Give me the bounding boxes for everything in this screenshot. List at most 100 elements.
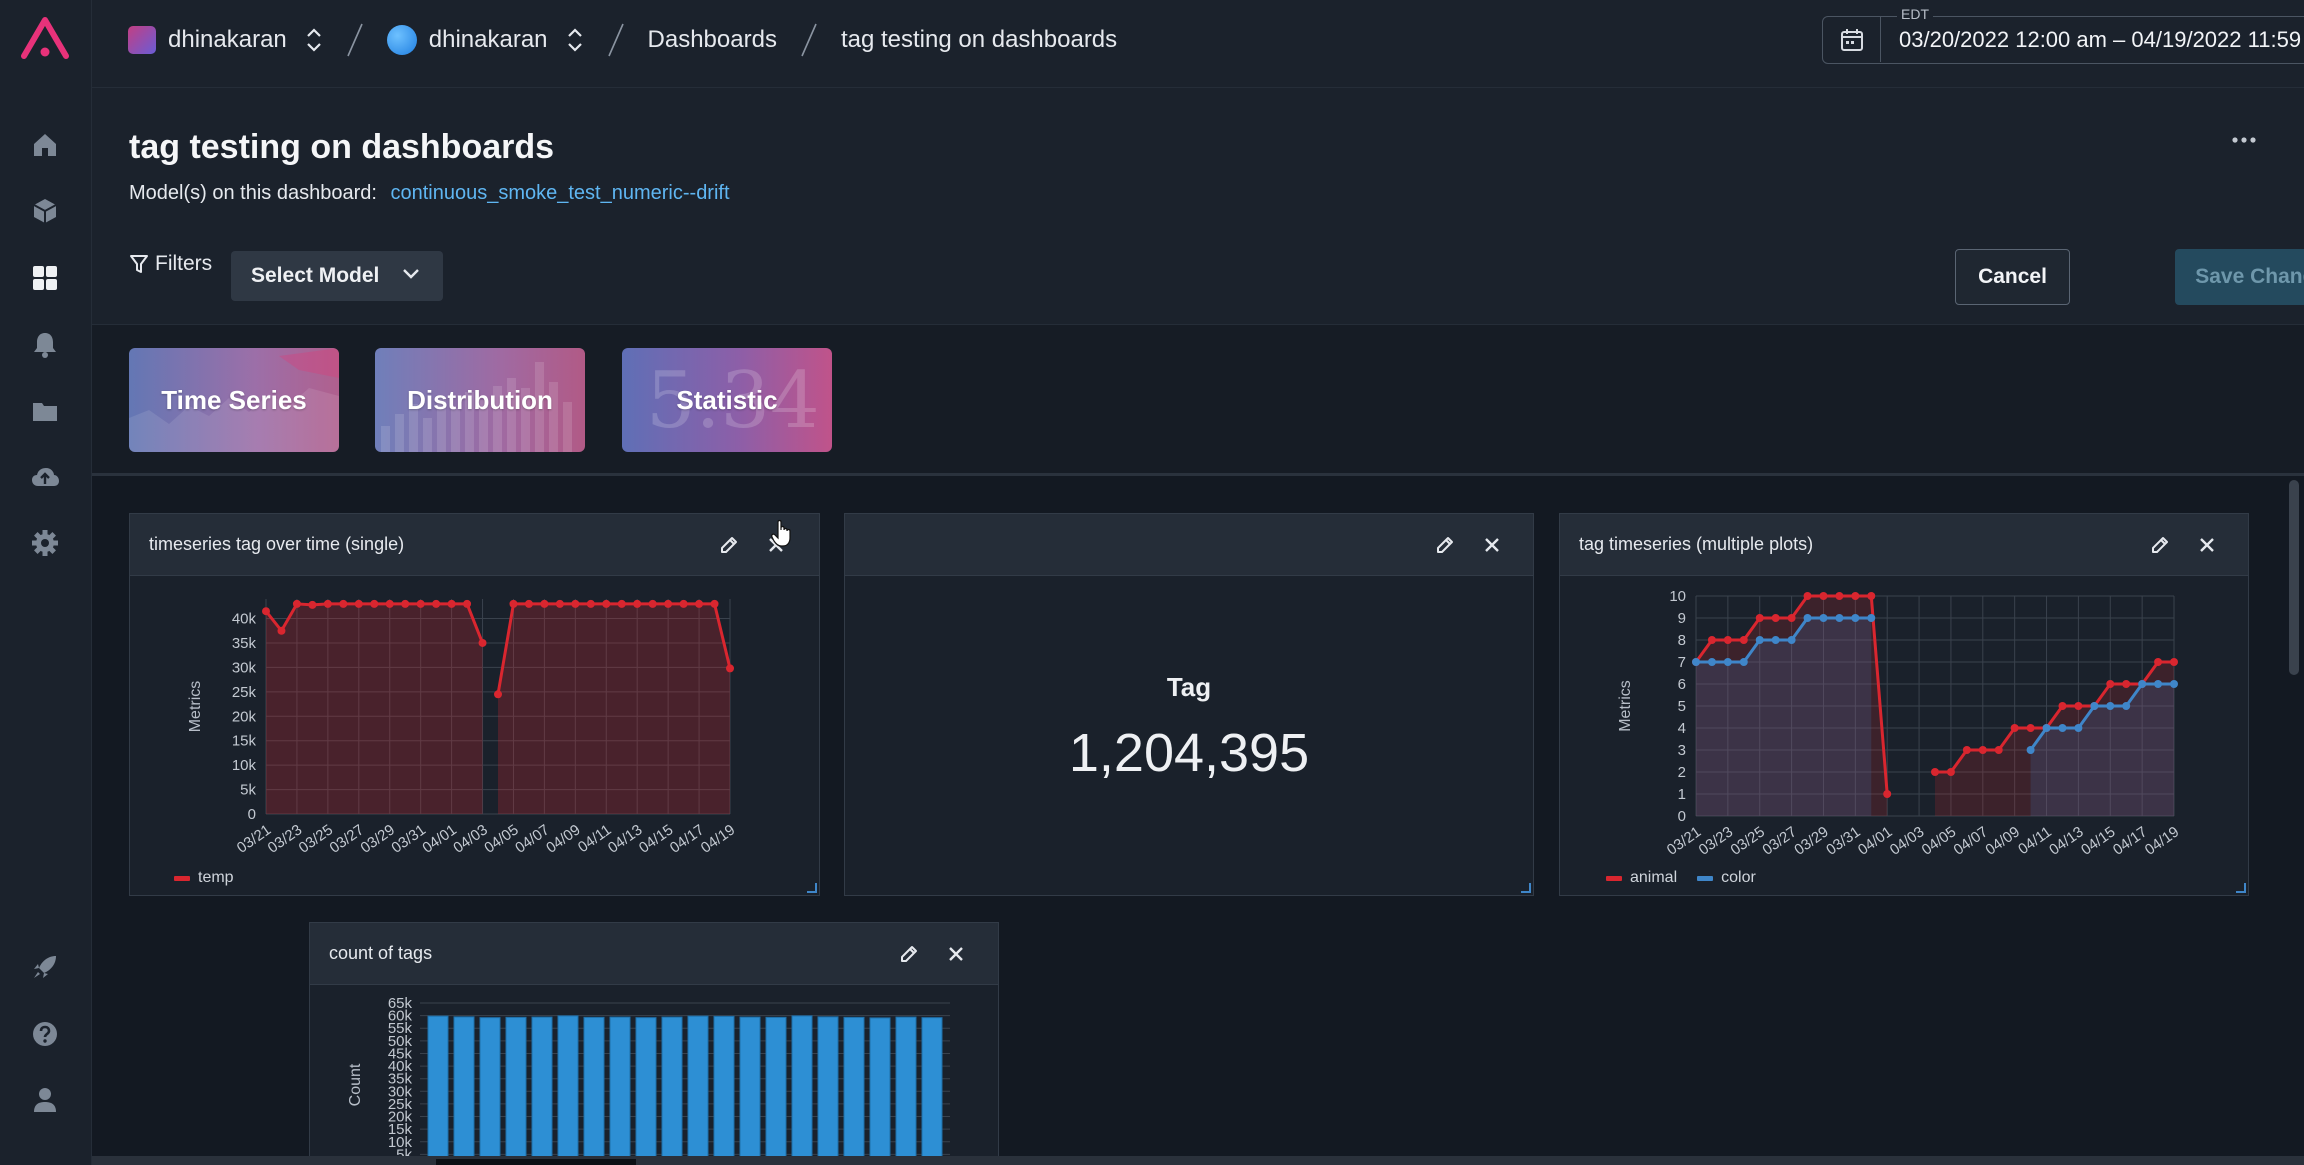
calendar-icon[interactable]	[1823, 17, 1881, 62]
data-point	[1723, 636, 1732, 644]
bar	[609, 1016, 631, 1165]
close-icon[interactable]	[2193, 531, 2221, 559]
widget-statistic-tag[interactable]: Tag 1,204,395	[844, 513, 1534, 896]
widget-title: timeseries tag over time (single)	[149, 534, 405, 554]
y-tick-label: 10k	[388, 1134, 413, 1151]
data-point	[1803, 614, 1812, 622]
x-tick-label: 04/13	[2046, 823, 2087, 858]
resize-handle-icon[interactable]	[1519, 881, 1531, 893]
help-icon[interactable]	[28, 1017, 62, 1051]
widget-body: 0 1 2 3 4 5 6 7 8 9 10 03/21 03/23 03/25 03/27 03/29 03/…	[1560, 576, 2248, 895]
x-tick-label: 03/25	[296, 821, 337, 856]
x-tick-label: 04/03	[450, 821, 491, 856]
model-link[interactable]: continuous_smoke_test_numeric--drift	[390, 182, 730, 204]
timeseries-single-chart: 05k10k15k20k25k30k35k40k03/2103/2303/250…	[187, 599, 738, 857]
data-point	[2154, 658, 2163, 666]
data-point	[1835, 614, 1844, 622]
date-range-picker[interactable]: EDT 03/20/2022 12:00 am – 04/19/2022 11:…	[1822, 6, 2304, 64]
save-changes-button[interactable]: Save Changes	[2175, 249, 2304, 305]
bar	[687, 1015, 709, 1165]
data-point	[2122, 702, 2131, 710]
breadcrumb-dashboards-link[interactable]: Dashboards	[647, 26, 777, 53]
data-point	[2026, 724, 2035, 732]
widget-timeseries-multiple[interactable]: tag timeseries (multiple plots) 0 1 2 3 4 5 6 7…	[1559, 513, 2249, 896]
legend-label: animal	[1630, 869, 1678, 886]
edit-pencil-icon[interactable]	[2146, 531, 2174, 559]
horizontal-scrollbar[interactable]	[92, 1156, 2304, 1165]
home-icon[interactable]	[28, 128, 62, 162]
data-point	[277, 626, 286, 635]
data-point	[2154, 680, 2163, 688]
left-nav	[0, 0, 92, 1165]
widget-count-of-tags[interactable]: count of tags 05k10k15k20k25k30k35k40k45…	[309, 922, 999, 1165]
data-point	[1755, 614, 1764, 622]
y-tick-label: 35k	[232, 635, 257, 652]
data-point	[1707, 658, 1716, 666]
folder-icon[interactable]	[28, 394, 62, 428]
data-point	[2074, 702, 2083, 710]
series-area	[2030, 684, 2174, 816]
y-tick-label: 60k	[388, 1008, 413, 1025]
filter-funnel-icon	[130, 255, 148, 273]
x-tick-label: 04/05	[1919, 823, 1960, 858]
data-point	[2074, 724, 2083, 732]
bar	[895, 1016, 917, 1165]
data-point	[586, 599, 595, 608]
chart-legend: animal color	[1606, 869, 1756, 887]
data-point	[2106, 702, 2115, 710]
upload-cloud-icon[interactable]	[28, 460, 62, 494]
data-point	[2170, 658, 2178, 666]
org-switcher[interactable]: dhinakaran	[128, 25, 323, 55]
user-icon[interactable]	[28, 1083, 62, 1117]
widget-title: tag timeseries (multiple plots)	[1579, 534, 1814, 554]
more-options-icon[interactable]	[2224, 128, 2264, 152]
select-model-dropdown[interactable]: Select Model	[231, 251, 443, 301]
distribution-tile-art	[381, 362, 572, 452]
data-point	[2010, 724, 2019, 732]
bar	[505, 1016, 527, 1165]
close-icon[interactable]	[942, 940, 970, 968]
x-tick-label: 04/09	[1982, 823, 2023, 858]
data-point	[1803, 592, 1812, 600]
legend-item-temp[interactable]: temp	[174, 869, 234, 887]
close-icon[interactable]	[1478, 531, 1506, 559]
x-tick-label: 04/05	[481, 821, 522, 856]
edit-pencil-icon[interactable]	[1431, 531, 1459, 559]
y-axis-label: Metrics	[1617, 680, 1634, 732]
series-area	[498, 603, 730, 814]
edit-pencil-icon[interactable]	[895, 940, 923, 968]
monitors-bell-icon[interactable]	[28, 327, 62, 361]
page-title: tag testing on dashboards	[129, 128, 555, 166]
arize-logo-icon[interactable]	[20, 14, 70, 64]
widget-header: count of tags	[310, 923, 998, 985]
rocket-icon[interactable]	[28, 950, 62, 984]
edit-pencil-icon[interactable]	[715, 531, 743, 559]
resize-handle-icon[interactable]	[2234, 881, 2246, 893]
time-series-widget-tile[interactable]: Time Series	[129, 348, 339, 452]
widget-timeseries-single[interactable]: timeseries tag over time (single) 0 5k 10k…	[129, 513, 820, 896]
dashboards-grid-icon[interactable]	[28, 261, 62, 295]
y-tick-label: 5	[1678, 698, 1686, 715]
statistic-widget-tile[interactable]: 5.34 Statistic	[622, 348, 832, 452]
distribution-widget-tile[interactable]: Distribution	[375, 348, 585, 452]
data-point	[1787, 636, 1796, 644]
resize-handle-icon[interactable]	[805, 881, 817, 893]
data-point	[1755, 636, 1764, 644]
models-cube-icon[interactable]	[28, 194, 62, 228]
horizontal-scrollbar-thumb[interactable]	[436, 1159, 636, 1165]
models-label: Model(s) on this dashboard:	[129, 182, 377, 204]
widget-header: timeseries tag over time (single)	[130, 514, 819, 576]
legend-item-color[interactable]: color	[1697, 869, 1756, 887]
project-switcher[interactable]: dhinakaran	[386, 25, 584, 55]
vertical-scrollbar[interactable]	[2289, 480, 2299, 675]
x-tick-label: 04/01	[419, 821, 460, 856]
cancel-button[interactable]: Cancel	[1955, 249, 2070, 305]
count-of-tags-chart: 05k10k15k20k25k30k35k40k45k50k55k60k65kC…	[347, 995, 950, 1165]
settings-gear-icon[interactable]	[28, 526, 62, 560]
x-tick-label: 04/07	[1951, 823, 1992, 858]
bar	[765, 1016, 787, 1165]
legend-item-animal[interactable]: animal	[1606, 869, 1677, 887]
data-point	[540, 599, 549, 608]
series-area	[1696, 596, 1888, 816]
distribution-tile-label: Distribution	[407, 384, 553, 415]
